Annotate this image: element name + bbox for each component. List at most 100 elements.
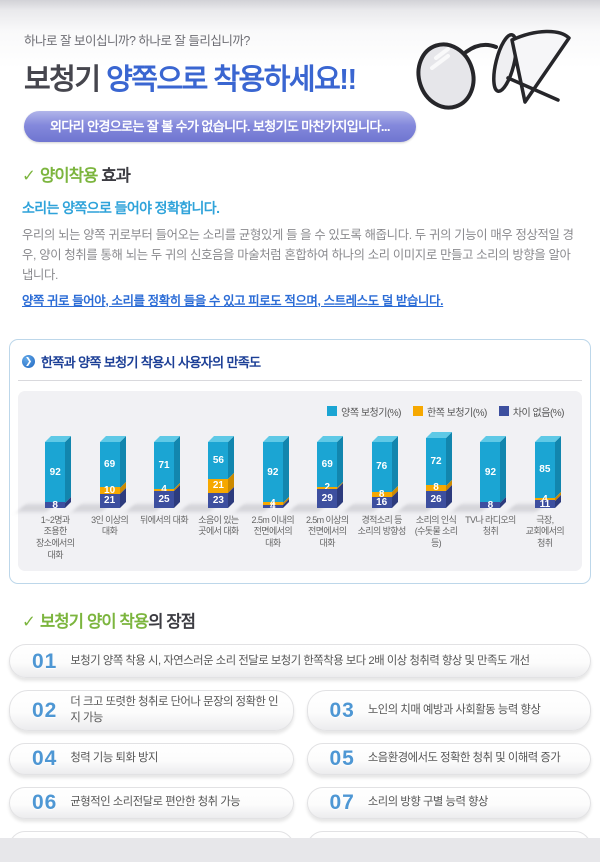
bar-segment: 25 [154, 491, 175, 508]
bar-area: 92 8 [452, 434, 507, 512]
benefit-number: 02 [32, 699, 58, 723]
bar-side-segment [174, 435, 181, 489]
effect-heading-rest: 효과 [97, 167, 131, 185]
bar-side-face [391, 435, 398, 508]
bar-segment: 69 [99, 441, 120, 488]
bar-area: 56 21 23 [180, 434, 235, 512]
bar-category-label: 뒤에서의 대화 [140, 514, 189, 525]
chart-legend: 양쪽 보청기(%) 한쪽 보청기(%) 차이 없음(%) [26, 404, 574, 419]
benefit-text: 소음환경에서도 정확한 청취 및 이해력 증가 [367, 752, 561, 765]
bar-column: 692292.5m 이상의 전면에서의 대화 [289, 434, 354, 562]
bar-segment: 8 [45, 500, 66, 511]
benefit-number: 03 [329, 699, 355, 723]
check-icon: ✓ [22, 167, 36, 185]
bar-segment: 69 [317, 441, 338, 488]
bar-column: 72 8 26 소리의 인식 (수돗물 소리 등) [398, 431, 463, 562]
bar-side-segment [337, 482, 344, 508]
benefits-grid: 02 더 크고 또렷한 청취로 단어나 문장의 정확한 인지 가능 03 노인의 치매… [9, 690, 591, 850]
bar-area: 92 4 4 [234, 434, 289, 512]
bar-segment: 16 [371, 497, 392, 508]
bar-segment: 71 [154, 441, 175, 489]
legend-item: 한쪽 보청기(%) [413, 404, 487, 419]
bar-category-label: 3인 이상의 대화 [91, 514, 129, 537]
benefit-number: 07 [329, 791, 355, 815]
bar-category-label: TV나 라디오의 청취 [465, 514, 516, 537]
bar-side-face [446, 431, 453, 508]
benefit-text: 노인의 치매 예방과 사회활동 능력 향상 [367, 704, 541, 717]
legend-swatch-icon [327, 406, 338, 417]
page-title: 보청기 양쪽으로 착용하세요!! [24, 56, 600, 98]
header-banner: 하나로 잘 보이십니까? 하나로 잘 들리십니까? 보청기 양쪽으로 착용하세요… [0, 0, 600, 142]
bar-category-label: 소리의 인식 (수돗물 소리 등) [414, 514, 458, 549]
bar-side-segment [500, 435, 507, 503]
stacked-bar: 69 10 21 [71, 435, 126, 512]
stacked-bar: 56 21 23 [180, 435, 235, 512]
header-subtitle-pill: 외다리 안경으로는 잘 볼 수가 없습니다. 보청기도 마찬가지입니다... [24, 111, 416, 142]
bar-side-segment [337, 435, 344, 488]
bar-side-segment [228, 486, 235, 508]
header-tagline: 하나로 잘 보이십니까? 하나로 잘 들리십니까? [24, 34, 250, 48]
bar-area: 85 4 11 [506, 434, 561, 512]
bar-area: 69229 [289, 434, 344, 512]
bar-side-segment [554, 435, 561, 498]
bar-side-segment [282, 435, 289, 503]
bar-side-face [65, 435, 72, 508]
bar-category-label: 극장, 교회에서의 청취 [525, 514, 565, 549]
stacked-bar: 92 8 [17, 435, 72, 512]
bar-segment: 23 [208, 492, 229, 508]
bar-segment: 4 [154, 484, 175, 495]
bar-area: 71 4 25 [126, 434, 181, 512]
benefit-number: 06 [32, 791, 58, 815]
page-title-prefix: 보청기 [24, 64, 101, 96]
benefit-item: 04 청력 기능 퇴화 방지 [9, 742, 294, 775]
bar-segment: 8 [426, 482, 447, 493]
bar-segment: 92 [480, 441, 501, 503]
effect-emphasis-text: 양쪽 귀로 들어야, 소리를 정확히 들을 수 있고 피로도 적으며, 스트레스… [22, 293, 444, 308]
bar-area: 72 8 26 [398, 431, 453, 512]
benefit-text: 균형적인 소리전달로 편안한 청취 가능 [70, 796, 241, 809]
eyeglasses-icon [416, 29, 571, 110]
bar-column: 56 21 23 소음이 있는 곳에서 대화 [180, 434, 245, 562]
legend-swatch-icon [413, 406, 424, 417]
bar-column: 92 4 4 2.5m 이내의 전면에서의 대화 [234, 434, 300, 562]
bar-segment: 8 [371, 489, 392, 500]
bar-segment: 85 [534, 441, 555, 498]
legend-label: 차이 없음(%) [512, 407, 565, 419]
benefit-number: 05 [329, 747, 355, 771]
bar-side-segment [446, 484, 453, 508]
legend-label: 한쪽 보청기(%) [427, 407, 487, 419]
bar-segment: 92 [45, 441, 66, 503]
benefit-text: 보청기 양쪽 착용 시, 자연스러운 소리 전달로 보청기 한쪽착용 보다 2배… [70, 654, 530, 667]
stacked-bar: 76 8 16 [343, 435, 398, 512]
bar-segment: 2 [317, 482, 338, 493]
bar-segment: 21 [99, 493, 120, 508]
stacked-bar: 92 4 4 [234, 435, 289, 512]
bar-category-label: 2.5m 이상의 전면에서의 대화 [305, 514, 349, 549]
stacked-bar: 71 4 25 [126, 435, 181, 512]
bar-segment: 11 [534, 499, 555, 510]
benefits-section-heading: ✓ 보청기 양이 착용의 장점 [9, 608, 591, 632]
benefit-text: 소리의 방향 구별 능력 향상 [367, 796, 489, 809]
benefit-text: 더 크고 또렷한 청취로 단어나 문장의 정확한 인지 가능 [70, 696, 279, 724]
bar-segment: 92 [262, 441, 283, 503]
bar-segment: 4 [262, 501, 283, 512]
benefit-item: 05 소음환경에서도 정확한 청취 및 이해력 증가 [306, 742, 591, 775]
bar-side-face [174, 435, 181, 508]
satisfaction-chart-panel: ❯ 한쪽과 양쪽 보청기 착용시 사용자의 만족도 양쪽 보청기(%) 한쪽 보청… [9, 338, 591, 585]
page-bottom-strip [0, 838, 600, 850]
bar-chart: 92 8 1~2명과 조용한 장소에서의 대화 69 10 21 3인 이상의 대화 71 4 2… [17, 431, 574, 562]
bar-segment: 76 [371, 441, 392, 492]
bar-side-face [119, 435, 126, 508]
bar-segment: 10 [99, 485, 120, 496]
bar-segment: 26 [426, 490, 447, 508]
bar-column: 92 8 1~2명과 조용한 장소에서의 대화 [17, 434, 82, 562]
bar-column: 76 8 16 경적소리 등 소리의 방향성 [343, 434, 408, 562]
bar-segment: 56 [208, 441, 229, 479]
benefits-heading-green: 보청기 양이 착용 [40, 613, 149, 632]
benefit-item-01: 01 보청기 양쪽 착용 시, 자연스러운 소리 전달로 보청기 한쪽착용 보다… [9, 644, 591, 679]
bar-side-segment [446, 431, 453, 486]
bar-segment: 4 [262, 498, 283, 509]
bar-area: 69 10 21 [71, 434, 126, 512]
stacked-bar: 69229 [289, 435, 344, 512]
